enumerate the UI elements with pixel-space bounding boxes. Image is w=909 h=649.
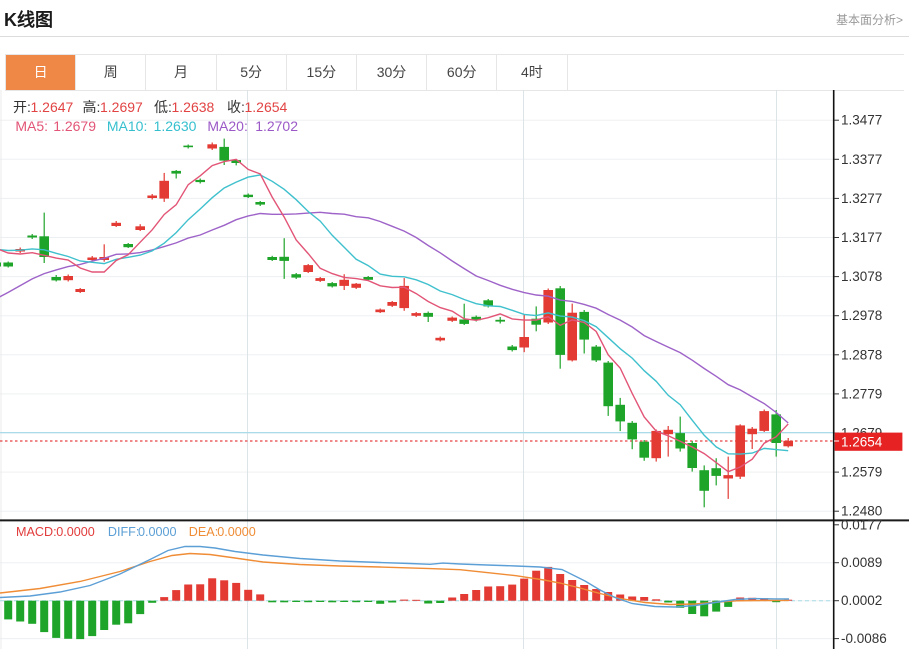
svg-text:0.0002: 0.0002 [841, 593, 882, 608]
svg-text:1.3477: 1.3477 [841, 113, 882, 128]
svg-text:-0.0086: -0.0086 [841, 631, 887, 646]
svg-text:1.3377: 1.3377 [841, 152, 882, 167]
svg-text:0.0177: 0.0177 [841, 517, 882, 532]
svg-text:1.2579: 1.2579 [841, 465, 882, 480]
svg-text:1.2480: 1.2480 [841, 504, 882, 519]
svg-text:1.3277: 1.3277 [841, 191, 882, 206]
svg-text:0.0089: 0.0089 [841, 555, 882, 570]
svg-text:1.2878: 1.2878 [841, 347, 882, 362]
svg-text:1.2978: 1.2978 [841, 308, 882, 323]
svg-text:1.3177: 1.3177 [841, 230, 882, 245]
svg-text:1.2779: 1.2779 [841, 386, 882, 401]
svg-text:1.2654: 1.2654 [841, 434, 883, 449]
svg-text:1.3078: 1.3078 [841, 269, 882, 284]
